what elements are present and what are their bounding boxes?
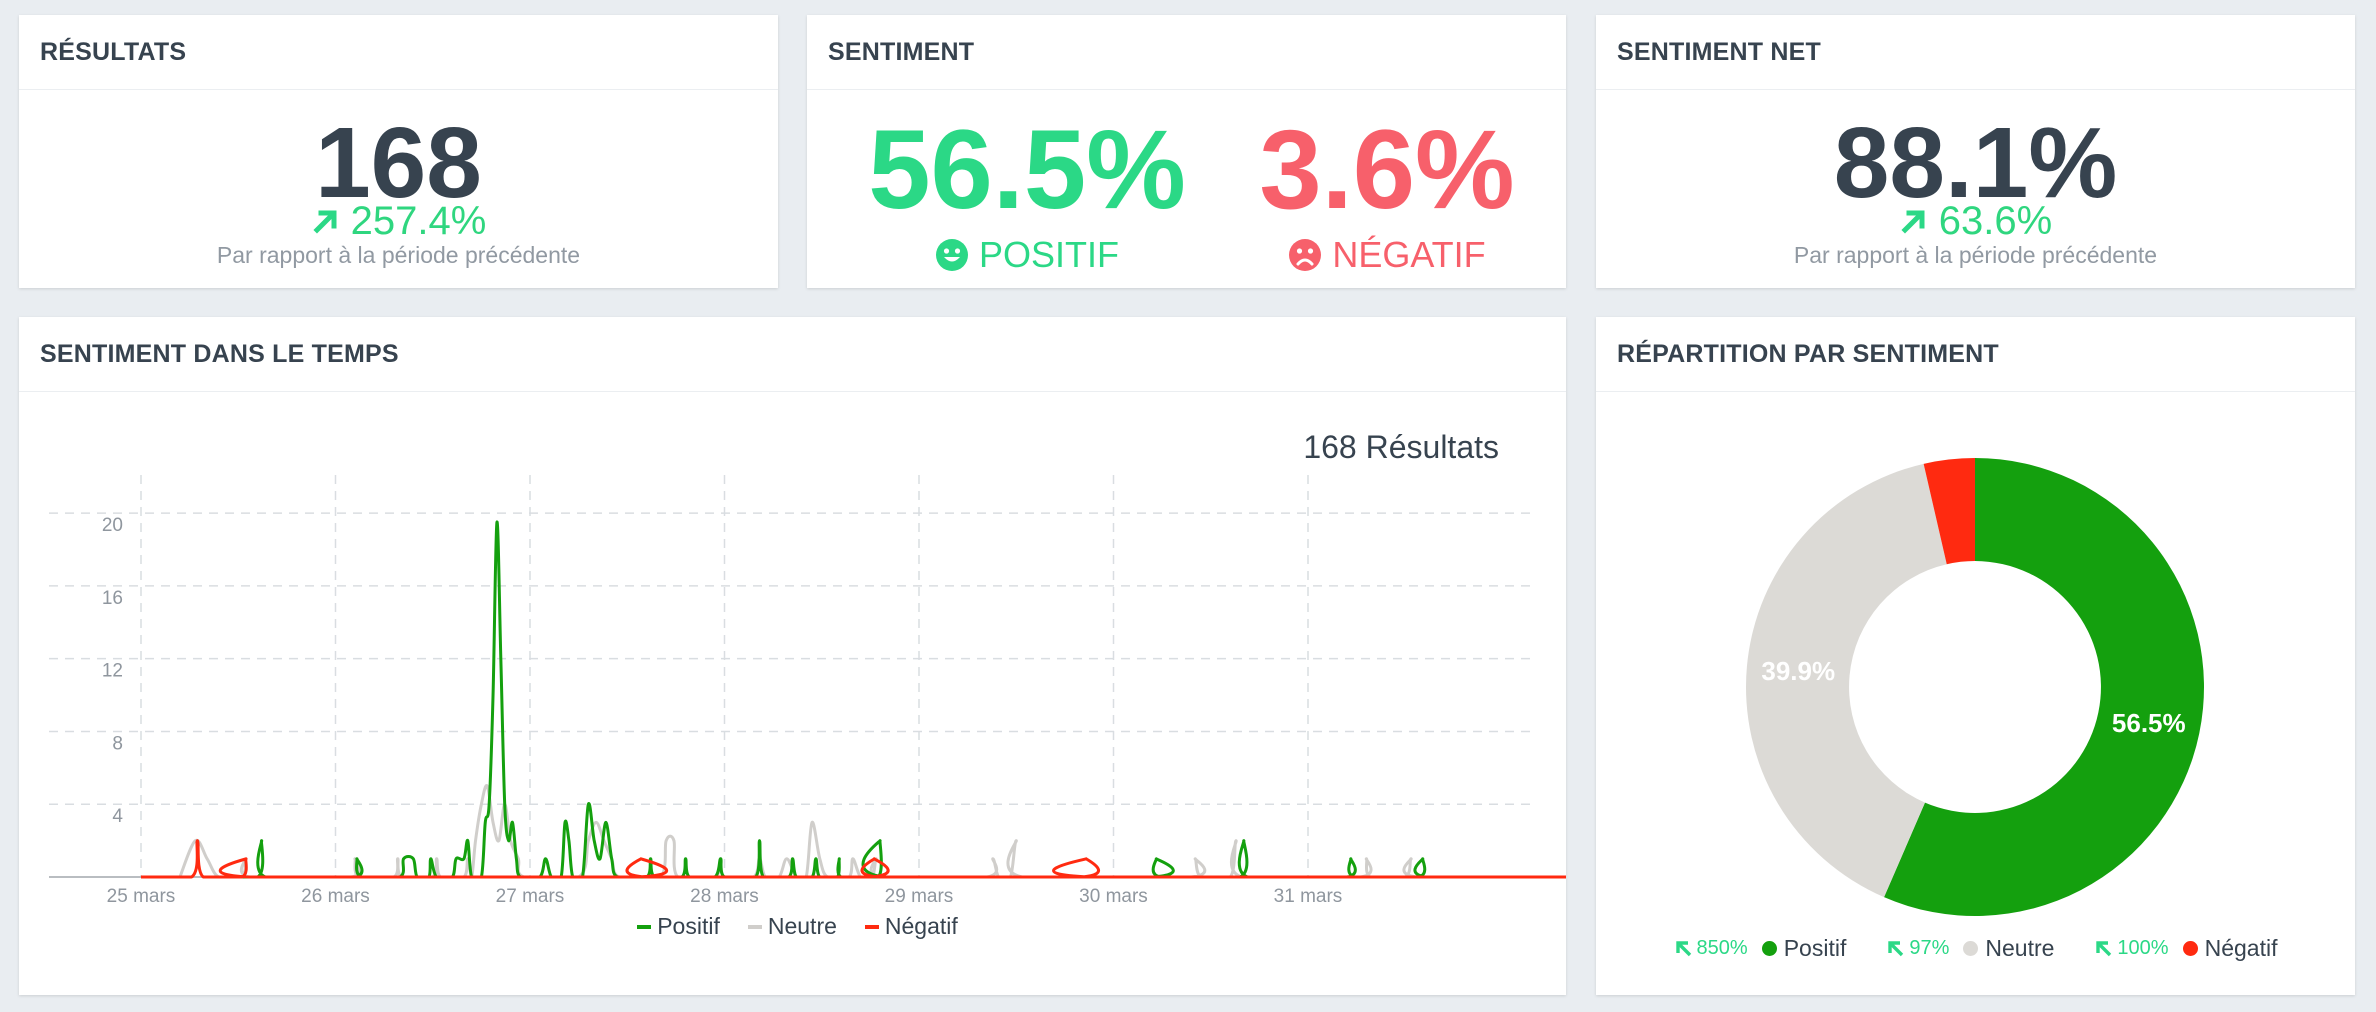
x-tick-label: 26 mars [301, 886, 370, 907]
net-change-value: 63.6% [1938, 199, 2053, 243]
y-tick-label: 4 [112, 806, 123, 827]
results-card: RÉSULTATS 168 257.4% Par rapport à la pé… [19, 15, 778, 288]
legend-label: Négatif [2204, 935, 2278, 961]
series-line-neutre[interactable] [178, 784, 1566, 879]
negative-value: 3.6% [1259, 107, 1515, 232]
breakdown-card: RÉPARTITION PAR SENTIMENT 56.5% 39.9% 850… [1596, 317, 2355, 995]
line-chart-legend: Positif Neutre Négatif [19, 913, 1566, 940]
arrow-up-right-icon [313, 210, 337, 234]
sentiment-line-chart[interactable]: 4 8 12 16 20 25 mars 26 mars 27 mars 28 mars 29 m… [19, 317, 1566, 995]
legend-change: 100% [2094, 937, 2169, 960]
results-value: 168 [315, 107, 482, 219]
legend-swatch [747, 924, 762, 929]
x-tick-label: 29 mars [885, 886, 954, 907]
legend-change-value: 100% [2117, 937, 2169, 959]
x-tick-label: 30 mars [1079, 886, 1148, 907]
donut-label-positif: 56.5% [2112, 708, 2186, 738]
donut-legend-item-négatif[interactable]: 100% Négatif [2094, 935, 2277, 962]
sentiment-donut-chart[interactable]: 56.5% 39.9% [1596, 317, 2355, 917]
y-tick-label: 12 [102, 661, 123, 682]
x-tick-label: 31 mars [1274, 886, 1343, 907]
legend-label: Neutre [1985, 935, 2055, 961]
net-note: Par rapport à la période précédente [1793, 242, 2158, 268]
negative-label: NÉGATIF [1332, 234, 1486, 275]
donut-slice-négatif[interactable] [1923, 458, 1975, 565]
smile-icon [935, 239, 968, 271]
x-tick-label: 27 mars [496, 886, 565, 907]
legend-swatch [864, 924, 879, 929]
sentiment-card: SENTIMENT 56.5% POSITIF 3.6% NÉGATIF [807, 15, 1566, 288]
net-value: 88.1% [1833, 107, 2118, 219]
negative-label-row: NÉGATIF [1247, 234, 1527, 276]
results-note: Par rapport à la période précédente [216, 242, 581, 268]
negative-block: 3.6% NÉGATIF [1247, 110, 1527, 276]
positive-label: POSITIF [978, 234, 1119, 275]
net-title: SENTIMENT NET [1596, 15, 2355, 90]
legend-label: Positif [657, 913, 720, 939]
results-change: 257.4% [19, 198, 778, 244]
y-tick-label: 20 [102, 515, 123, 536]
results-change-value: 257.4% [350, 199, 487, 243]
donut-slice-neutre[interactable] [1745, 463, 1947, 898]
legend-dot [2182, 941, 2198, 956]
frown-icon [1289, 239, 1322, 271]
x-tick-label: 25 mars [107, 886, 176, 907]
legend-label: Négatif [884, 913, 958, 939]
legend-dot [1761, 941, 1777, 956]
donut-legend: 850% Positif 97% Neutre 100% Négatif [1596, 935, 2355, 962]
legend-swatch [637, 924, 652, 929]
positive-label-row: POSITIF [867, 234, 1187, 276]
net-sentiment-card: SENTIMENT NET 88.1% 63.6% Par rapport à … [1596, 15, 2355, 288]
legend-change-value: 850% [1696, 937, 1748, 959]
donut-label-neutre: 39.9% [1761, 656, 1835, 686]
results-title: RÉSULTATS [19, 15, 778, 90]
donut-slice-positif[interactable] [1884, 458, 2204, 916]
legend-change-value: 97% [1909, 937, 1950, 959]
legend-item-positif[interactable]: Positif [637, 913, 720, 940]
arrow-up-right-icon [1901, 210, 1925, 234]
donut-legend-item-positif[interactable]: 850% Positif [1674, 935, 1847, 962]
legend-change: 97% [1886, 937, 1949, 960]
timeline-card: SENTIMENT DANS LE TEMPS 168 Résultats 4 8… [19, 317, 1566, 995]
positive-value: 56.5% [868, 107, 1186, 232]
legend-dot [1963, 941, 1979, 956]
arrow-up-left-icon [2096, 940, 2112, 956]
arrow-up-left-icon [1675, 940, 1691, 956]
y-tick-label: 8 [112, 733, 123, 754]
donut-legend-item-neutre[interactable]: 97% Neutre [1886, 935, 2054, 962]
legend-item-neutre[interactable]: Neutre [747, 913, 837, 940]
breakdown-title: RÉPARTITION PAR SENTIMENT [1596, 317, 2355, 392]
series-line-positif[interactable] [205, 520, 1566, 879]
positive-block: 56.5% POSITIF [867, 110, 1187, 276]
arrow-up-left-icon [1888, 940, 1904, 956]
legend-label: Positif [1783, 935, 1847, 961]
legend-item-négatif[interactable]: Négatif [864, 913, 958, 940]
legend-label: Neutre [767, 913, 837, 939]
results-count: 168 Résultats [1303, 429, 1499, 465]
x-tick-label: 28 mars [690, 886, 759, 907]
y-tick-label: 16 [102, 588, 123, 609]
sentiment-title: SENTIMENT [807, 15, 1566, 90]
legend-change: 850% [1674, 937, 1748, 960]
net-change: 63.6% [1596, 198, 2355, 244]
series-line-négatif[interactable] [141, 839, 1566, 879]
timeline-title: SENTIMENT DANS LE TEMPS [19, 317, 1566, 392]
